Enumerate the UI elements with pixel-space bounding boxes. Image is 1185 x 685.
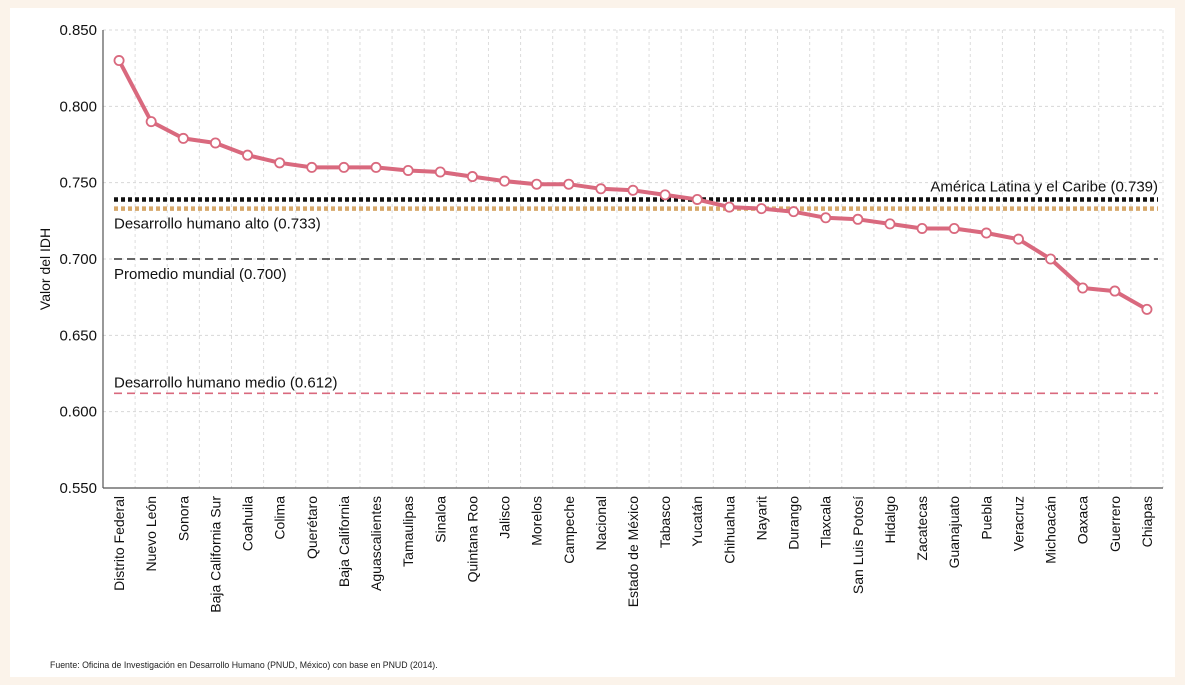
- category-label: San Luis Potosí: [850, 496, 866, 594]
- data-point: [1141, 303, 1153, 315]
- category-label: Yucatán: [689, 496, 705, 547]
- category-label: Zacatecas: [914, 496, 930, 561]
- data-point: [788, 206, 800, 218]
- y-tick-label: 0.800: [59, 98, 97, 115]
- category-label: Distrito Federal: [111, 496, 127, 591]
- data-point: [884, 218, 896, 230]
- data-point: [852, 213, 864, 225]
- data-point: [980, 227, 992, 239]
- category-label: Tamaulipas: [400, 496, 416, 567]
- category-label: Chihuahua: [721, 496, 737, 564]
- category-label: Michoacán: [1043, 496, 1059, 564]
- data-point: [531, 178, 543, 190]
- data-point: [306, 161, 318, 173]
- data-point: [1045, 253, 1057, 265]
- category-label: Aguascalientes: [368, 496, 384, 591]
- data-point: [402, 164, 414, 176]
- data-point: [145, 116, 157, 128]
- source-note: Fuente: Oficina de Investigación en Desa…: [50, 660, 438, 671]
- category-label: Hidalgo: [882, 496, 898, 544]
- data-point: [820, 212, 832, 224]
- data-point: [948, 222, 960, 234]
- y-tick-label: 0.600: [59, 404, 97, 421]
- y-tick-label: 0.850: [59, 22, 97, 39]
- category-label: Guerrero: [1107, 496, 1123, 552]
- data-point: [755, 203, 767, 215]
- category-label: Colima: [272, 496, 288, 540]
- category-label: Durango: [786, 496, 802, 550]
- data-point: [723, 201, 735, 213]
- category-label: Veracruz: [1011, 496, 1027, 551]
- y-tick-label: 0.700: [59, 251, 97, 268]
- chart-frame: 0.850 0.800 0.750 0.700 0.650 0.600 0.550 Valor…: [10, 8, 1175, 677]
- category-label: Nuevo León: [143, 496, 159, 572]
- data-point: [595, 183, 607, 195]
- data-point: [466, 171, 478, 183]
- category-label: Tlaxcala: [818, 496, 834, 548]
- idh-line-chart: 0.850 0.800 0.750 0.700 0.650 0.600 0.550 Valor…: [37, 22, 1164, 613]
- y-tick-label: 0.650: [59, 327, 97, 344]
- data-point: [338, 161, 350, 173]
- data-point: [274, 157, 286, 169]
- data-point: [691, 193, 703, 205]
- category-label: Coahuila: [240, 496, 256, 551]
- category-label: Baja California Sur: [207, 496, 223, 613]
- category-label: Oaxaca: [1075, 496, 1091, 544]
- category-label: Baja California: [336, 496, 352, 587]
- data-point: [209, 137, 221, 149]
- data-point: [659, 189, 671, 201]
- category-label: Sonora: [175, 496, 191, 541]
- category-label: Estado de México: [625, 496, 641, 607]
- data-point: [113, 55, 125, 67]
- category-label: Tabasco: [657, 496, 673, 548]
- reference-line-label: América Latina y el Caribe (0.739): [930, 178, 1158, 195]
- category-label: Querétaro: [304, 496, 320, 559]
- reference-line-label: Promedio mundial (0.700): [114, 266, 287, 283]
- data-point: [1077, 282, 1089, 294]
- y-tick-label: 0.550: [59, 480, 97, 497]
- y-tick-label: 0.750: [59, 175, 97, 192]
- data-point: [242, 149, 254, 161]
- data-point: [177, 132, 189, 144]
- category-label: Campeche: [561, 496, 577, 564]
- data-point: [627, 184, 639, 196]
- category-label: Morelos: [529, 496, 545, 546]
- category-label: Nayarit: [754, 496, 770, 540]
- data-point: [499, 175, 511, 187]
- category-label: Sinaloa: [432, 496, 448, 543]
- data-point: [434, 166, 446, 178]
- reference-line-label: Desarrollo humano alto (0.733): [114, 216, 321, 233]
- data-point: [1012, 233, 1024, 245]
- category-label: Guanajuato: [946, 496, 962, 569]
- data-point: [563, 178, 575, 190]
- category-label: Puebla: [978, 496, 994, 540]
- data-point: [916, 222, 928, 234]
- y-axis-label: Valor del IDH: [37, 228, 53, 310]
- data-point: [370, 161, 382, 173]
- reference-line-label: Desarrollo humano medio (0.612): [114, 374, 337, 391]
- category-label: Jalisco: [497, 496, 513, 539]
- category-label: Nacional: [593, 496, 609, 550]
- category-label: Quintana Roo: [464, 496, 480, 583]
- category-label: Chiapas: [1139, 496, 1155, 547]
- data-point: [1109, 285, 1121, 297]
